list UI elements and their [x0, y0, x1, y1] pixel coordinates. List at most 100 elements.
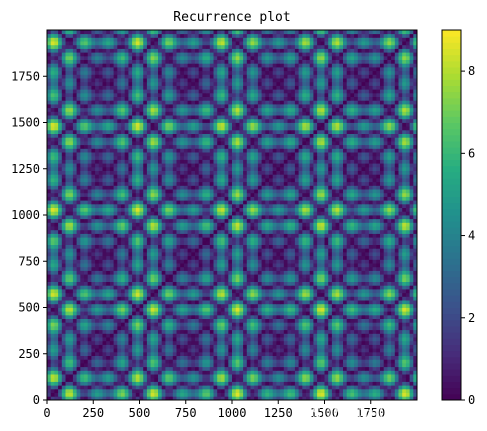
heatmap-cell [87, 333, 92, 338]
heatmap-cell [254, 370, 259, 375]
heatmap-cell [291, 366, 296, 371]
heatmap-cell [224, 348, 229, 353]
heatmap-cell [69, 396, 74, 401]
heatmap-cell [317, 215, 322, 220]
heatmap-cell [272, 374, 277, 379]
heatmap-cell [398, 237, 403, 242]
heatmap-cell [47, 370, 52, 375]
heatmap-cell [232, 326, 237, 331]
heatmap-cell [376, 318, 381, 323]
heatmap-cell [202, 263, 207, 268]
heatmap-cell [187, 222, 192, 227]
heatmap-cell [124, 333, 129, 338]
heatmap-cell [69, 229, 74, 234]
heatmap-cell [132, 252, 137, 257]
heatmap-cell [398, 314, 403, 319]
heatmap-cell [161, 359, 166, 364]
heatmap-cell [213, 392, 218, 397]
heatmap-cell [413, 233, 418, 238]
heatmap-cell [183, 300, 188, 305]
heatmap-cell [272, 248, 277, 253]
heatmap-cell [84, 359, 89, 364]
heatmap-cell [220, 226, 225, 231]
heatmap-cell [354, 240, 359, 245]
heatmap-cell [180, 255, 185, 260]
heatmap-cell [124, 303, 129, 308]
heatmap-cell [132, 307, 137, 312]
heatmap-cell [113, 303, 118, 308]
heatmap-cell [195, 396, 200, 401]
heatmap-cell [405, 248, 410, 253]
heatmap-cell [165, 388, 170, 393]
heatmap-cell [265, 385, 270, 390]
heatmap-cell [109, 385, 114, 390]
heatmap-cell [109, 326, 114, 331]
heatmap-cell [269, 292, 274, 297]
heatmap-cell [269, 266, 274, 271]
heatmap-cell [176, 237, 181, 242]
heatmap-cell [161, 366, 166, 371]
heatmap-cell [69, 281, 74, 286]
heatmap-cell [217, 333, 222, 338]
heatmap-cell [272, 292, 277, 297]
heatmap-cell [331, 322, 336, 327]
heatmap-cell [235, 311, 240, 316]
heatmap-cell [294, 333, 299, 338]
heatmap-cell [313, 263, 318, 268]
heatmap-cell [372, 266, 377, 271]
heatmap-cell [228, 300, 233, 305]
heatmap-cell [47, 266, 52, 271]
heatmap-cell [132, 244, 137, 249]
heatmap-cell [180, 377, 185, 382]
heatmap-cell [376, 314, 381, 319]
heatmap-cell [391, 259, 396, 264]
heatmap-cell [209, 370, 214, 375]
heatmap-cell [158, 337, 163, 342]
heatmap-cell [143, 274, 148, 279]
heatmap-cell [243, 252, 248, 257]
heatmap-cell [76, 248, 81, 253]
heatmap-cell [335, 333, 340, 338]
heatmap-cell [313, 314, 318, 319]
heatmap-cell [113, 329, 118, 334]
heatmap-cell [209, 311, 214, 316]
heatmap-cell [72, 252, 77, 257]
heatmap-cell [346, 322, 351, 327]
heatmap-cell [202, 355, 207, 360]
heatmap-cell [102, 300, 107, 305]
heatmap-cell [339, 263, 344, 268]
heatmap-cell [172, 255, 177, 260]
heatmap-cell [380, 252, 385, 257]
heatmap-cell [150, 337, 155, 342]
heatmap-cell [354, 385, 359, 390]
heatmap-cell [213, 333, 218, 338]
heatmap-cell [398, 396, 403, 401]
heatmap-cell [98, 377, 103, 382]
heatmap-cell [72, 244, 77, 249]
heatmap-cell [187, 289, 192, 294]
heatmap-cell [50, 355, 55, 360]
heatmap-cell [132, 303, 137, 308]
heatmap-cell [394, 337, 399, 342]
heatmap-cell [202, 337, 207, 342]
heatmap-cell [346, 226, 351, 231]
heatmap-cell [328, 237, 333, 242]
heatmap-cell [343, 226, 348, 231]
heatmap-cell [98, 344, 103, 349]
heatmap-cell [124, 359, 129, 364]
heatmap-cell [246, 270, 251, 275]
heatmap-cell [65, 263, 70, 268]
heatmap-cell [276, 381, 281, 386]
heatmap-cell [58, 240, 63, 245]
heatmap-cell [213, 285, 218, 290]
heatmap-cell [261, 396, 266, 401]
heatmap-cell [280, 300, 285, 305]
heatmap-cell [80, 218, 85, 223]
heatmap-cell [276, 322, 281, 327]
heatmap-cell [357, 285, 362, 290]
heatmap-cell [280, 222, 285, 227]
heatmap-cell [195, 377, 200, 382]
heatmap-cell [54, 270, 59, 275]
heatmap-cell [95, 277, 100, 282]
heatmap-cell [376, 344, 381, 349]
